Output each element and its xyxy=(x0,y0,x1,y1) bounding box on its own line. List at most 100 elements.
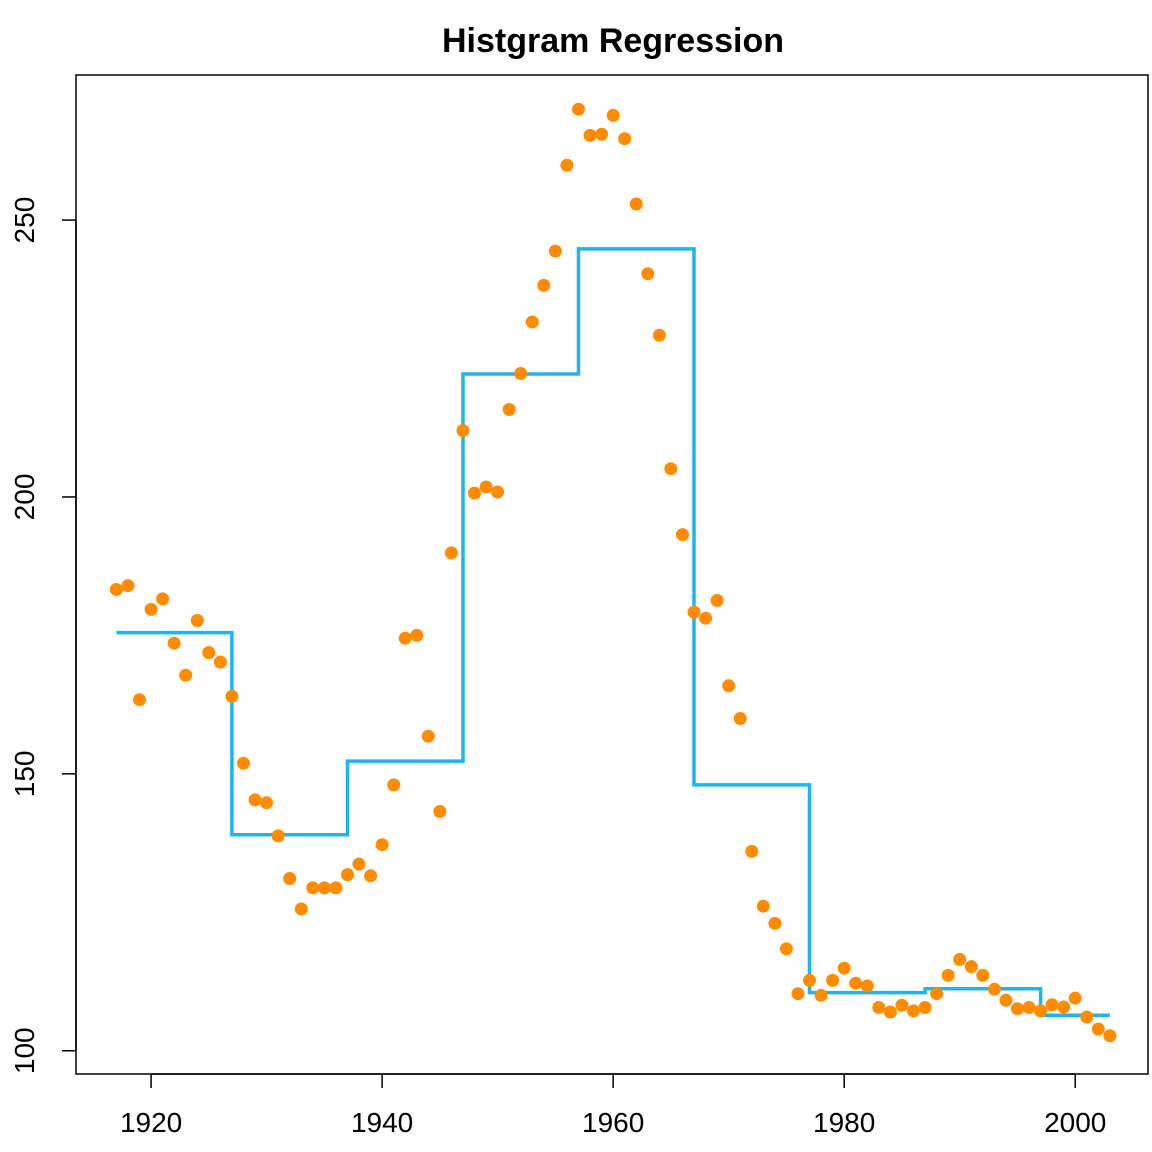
y-axis: 100 150 200 250 xyxy=(9,197,77,1074)
y-tick-label: 100 xyxy=(9,1027,40,1074)
data-point xyxy=(1057,1000,1071,1014)
data-point xyxy=(398,631,412,645)
data-point xyxy=(294,902,308,916)
data-point xyxy=(352,857,366,871)
data-point xyxy=(687,605,701,619)
data-point xyxy=(248,793,262,807)
x-tick-label: 1960 xyxy=(582,1107,644,1138)
data-point xyxy=(468,486,481,500)
data-point xyxy=(202,646,216,660)
data-point xyxy=(710,594,724,607)
data-point xyxy=(1022,1001,1036,1014)
step-regression-line xyxy=(116,247,1110,1018)
data-point xyxy=(479,480,493,494)
data-point xyxy=(213,655,227,669)
data-point xyxy=(410,628,424,642)
plot-border xyxy=(75,74,1149,1075)
data-point xyxy=(502,403,516,416)
y-tick-label: 250 xyxy=(9,197,40,244)
data-point xyxy=(190,614,204,627)
data-point xyxy=(525,315,539,329)
chart-title: Histgram Regression xyxy=(442,22,784,60)
data-point xyxy=(930,987,944,1001)
data-point xyxy=(699,611,713,625)
data-point xyxy=(745,844,759,858)
data-point xyxy=(814,988,828,1002)
data-point xyxy=(317,881,331,895)
data-point xyxy=(791,987,805,1001)
data-point xyxy=(329,881,343,895)
data-point xyxy=(941,968,955,982)
data-point xyxy=(918,1001,932,1014)
data-point xyxy=(1091,1022,1105,1036)
data-point xyxy=(756,899,770,913)
data-point xyxy=(341,868,354,882)
data-point xyxy=(595,127,609,141)
data-point xyxy=(618,132,632,146)
data-point xyxy=(133,693,146,707)
data-point xyxy=(1080,1010,1094,1024)
data-point xyxy=(1103,1029,1117,1043)
data-point xyxy=(987,982,1001,996)
data-point xyxy=(872,1001,886,1014)
data-point xyxy=(387,778,401,792)
data-point xyxy=(109,583,123,596)
data-point xyxy=(722,679,736,693)
data-point xyxy=(629,197,643,211)
step-line-layer xyxy=(116,247,1110,1018)
data-point xyxy=(860,979,874,993)
data-point xyxy=(733,712,747,725)
data-point xyxy=(456,424,470,437)
data-point xyxy=(144,602,158,616)
data-point xyxy=(364,869,378,883)
data-point xyxy=(560,158,574,172)
data-point xyxy=(583,128,597,142)
data-point xyxy=(826,973,840,987)
data-point xyxy=(121,579,135,593)
data-point xyxy=(907,1004,920,1018)
data-point xyxy=(999,993,1013,1007)
data-point xyxy=(953,952,967,966)
data-point xyxy=(548,244,562,258)
data-point xyxy=(537,278,551,292)
data-point xyxy=(444,546,458,560)
data-point xyxy=(421,729,435,743)
data-point xyxy=(895,998,909,1012)
data-point xyxy=(491,485,505,499)
data-point xyxy=(167,636,181,650)
data-point xyxy=(283,872,297,885)
data-point xyxy=(768,916,782,930)
data-point xyxy=(271,829,285,843)
data-point xyxy=(514,367,528,380)
data-point xyxy=(976,968,990,982)
data-point xyxy=(237,756,250,770)
y-tick-label: 150 xyxy=(9,750,40,797)
x-tick-label: 1940 xyxy=(351,1107,413,1138)
data-point xyxy=(849,976,863,990)
data-point xyxy=(433,805,447,818)
data-point xyxy=(225,689,239,703)
data-point xyxy=(179,668,193,682)
data-point xyxy=(837,961,851,975)
data-point xyxy=(572,102,585,116)
x-tick-label: 2000 xyxy=(1044,1107,1106,1138)
data-point xyxy=(606,108,620,122)
data-point xyxy=(156,592,170,606)
data-point xyxy=(883,1005,897,1019)
points-layer xyxy=(109,102,1117,1043)
data-point xyxy=(1011,1002,1024,1016)
data-point xyxy=(1068,991,1082,1005)
x-tick-label: 1980 xyxy=(813,1107,875,1138)
data-point xyxy=(306,881,320,895)
data-point xyxy=(964,960,978,974)
x-tick-label: 1920 xyxy=(120,1107,182,1138)
data-point xyxy=(375,838,389,852)
data-point xyxy=(676,528,689,542)
data-point xyxy=(1034,1004,1048,1018)
data-point xyxy=(779,942,793,956)
data-point xyxy=(260,796,274,810)
data-point xyxy=(652,328,666,342)
x-axis: 1920 1940 1960 1980 2000 xyxy=(120,1073,1106,1138)
data-point xyxy=(641,267,655,281)
